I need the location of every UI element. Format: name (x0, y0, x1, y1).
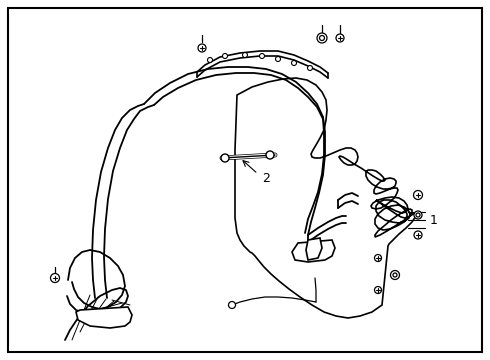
Circle shape (198, 44, 206, 52)
Circle shape (391, 270, 399, 279)
Circle shape (374, 255, 382, 261)
Circle shape (416, 213, 420, 217)
Circle shape (50, 274, 59, 283)
Circle shape (243, 53, 247, 58)
Circle shape (374, 287, 382, 293)
Polygon shape (76, 307, 132, 328)
Circle shape (292, 60, 296, 66)
Circle shape (393, 273, 397, 277)
Circle shape (275, 57, 280, 62)
Polygon shape (292, 240, 335, 262)
Circle shape (222, 54, 227, 59)
Circle shape (308, 66, 313, 71)
Circle shape (414, 190, 422, 199)
Circle shape (414, 211, 422, 219)
Circle shape (336, 34, 344, 42)
Circle shape (260, 54, 265, 59)
Circle shape (221, 154, 229, 162)
Circle shape (207, 58, 213, 63)
Text: 2: 2 (262, 171, 270, 185)
Circle shape (319, 36, 324, 41)
Circle shape (228, 302, 236, 309)
Circle shape (414, 231, 422, 239)
Text: 1: 1 (430, 213, 438, 226)
Circle shape (266, 151, 274, 159)
Circle shape (317, 33, 327, 43)
Polygon shape (235, 78, 417, 318)
Polygon shape (306, 238, 322, 260)
